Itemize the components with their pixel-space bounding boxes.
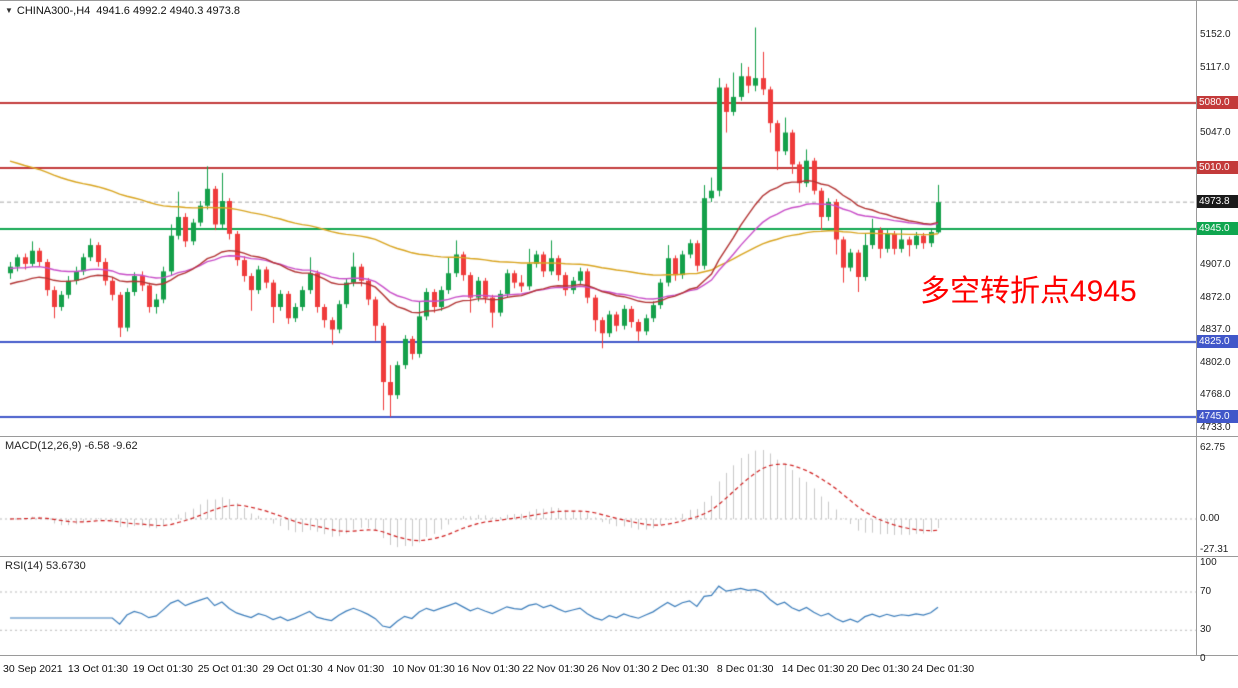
price-chart-canvas[interactable] [0,0,1196,656]
price-axis-label: 4768.0 [1200,389,1231,400]
time-axis[interactable]: 30 Sep 2021 13 Oct 01:30 19 Oct 01:30 25 Oc… [0,656,1238,688]
rsi-axis-label: 70 [1200,586,1212,597]
time-axis-label: 20 Dec 01:30 [846,663,910,675]
time-axis-label: 13 Oct 01:30 [67,663,129,675]
panel-separator-macd[interactable] [0,436,1238,437]
level-price-badge: 4825.0 [1197,335,1238,348]
level-price-badge: 5080.0 [1197,96,1238,109]
panel-separator-time [0,655,1238,656]
time-axis-label: 4 Nov 01:30 [327,663,385,675]
level-price-badge: 4945.0 [1197,222,1238,235]
time-axis-label: 8 Dec 01:30 [716,663,774,675]
price-axis-label: 4907.0 [1200,259,1231,270]
time-axis-label: 19 Oct 01:30 [132,663,193,675]
symbol-info-bar: ▼ CHINA300-,H4 4941.6 4992.2 4940.3 4973.8 [5,5,240,17]
price-axis-label: 5117.0 [1200,62,1230,73]
macd-axis-label: -27.31 [1200,544,1229,555]
panel-separator-rsi[interactable] [0,556,1238,557]
ohlc-readout: 4941.6 4992.2 4940.3 4973.8 [96,5,241,17]
price-axis: 5152.0 5117.0 5047.0 4907.0 4872.0 4837.0 4802… [1196,0,1238,688]
time-axis-label: 16 Nov 01:30 [457,663,520,675]
window-top-border [0,0,1238,1]
macd-axis-label: 0.00 [1200,513,1220,524]
price-axis-divider [1196,0,1197,655]
rsi-axis-label: 30 [1200,624,1212,635]
macd-axis-label: 62.75 [1200,442,1226,453]
time-axis-label: 24 Dec 01:30 [911,663,975,675]
price-axis-label: 4837.0 [1200,324,1231,335]
time-axis-label: 22 Nov 01:30 [522,663,585,675]
chevron-down-icon[interactable]: ▼ [5,6,13,15]
time-axis-label: 14 Dec 01:30 [781,663,845,675]
rsi-indicator-label: RSI(14) 53.6730 [5,560,86,572]
price-axis-label: 4872.0 [1200,292,1231,303]
time-axis-label: 26 Nov 01:30 [587,663,650,675]
level-price-badge: 4745.0 [1197,410,1238,423]
symbol-timeframe-label: CHINA300-,H4 [16,5,91,17]
time-axis-label: 30 Sep 2021 [3,663,63,675]
price-axis-label: 5152.0 [1200,29,1231,40]
level-price-badge: 5010.0 [1197,161,1238,174]
rsi-axis-label: 0 [1200,653,1206,664]
price-axis-label: 4733.0 [1200,422,1231,433]
price-axis-label: 4802.0 [1200,357,1231,368]
annotation-text[interactable]: 多空转折点4945 [920,275,1137,308]
time-axis-label: 10 Nov 01:30 [392,663,455,675]
rsi-axis-label: 100 [1200,557,1217,568]
price-axis-label: 5047.0 [1200,127,1231,138]
current-price-badge: 4973.8 [1197,195,1238,208]
time-axis-label: 2 Dec 01:30 [652,663,709,675]
time-axis-label: 25 Oct 01:30 [197,663,258,675]
macd-indicator-label: MACD(12,26,9) -6.58 -9.62 [5,440,138,452]
time-axis-label: 29 Oct 01:30 [262,663,323,675]
